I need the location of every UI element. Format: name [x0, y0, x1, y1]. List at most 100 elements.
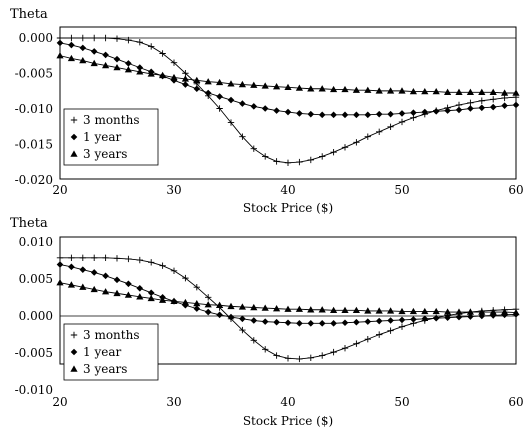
data-point-1-year — [125, 280, 132, 288]
data-point-1-year — [216, 311, 223, 319]
data-point-1-year — [125, 60, 132, 67]
data-point-1-year — [90, 48, 98, 55]
data-point-3-months — [398, 323, 406, 330]
data-point-3-months — [79, 34, 86, 42]
data-point-3-months — [284, 159, 292, 166]
data-point-1-year — [489, 103, 497, 111]
data-point-1-year — [318, 111, 326, 119]
y-tick-label: -0.005 — [15, 67, 53, 81]
data-point-3-years — [250, 303, 258, 311]
data-point-1-year — [136, 64, 144, 71]
data-point-3-years — [181, 75, 189, 82]
data-point-3-months — [182, 274, 189, 282]
data-point-1-year — [113, 55, 121, 63]
data-point-3-years — [284, 83, 292, 91]
series-group — [56, 254, 520, 363]
data-point-3-years — [455, 308, 463, 315]
data-point-3-years — [193, 76, 201, 83]
data-point-3-months — [91, 34, 98, 42]
data-point-3-months — [113, 255, 121, 262]
data-point-3-years — [79, 56, 87, 64]
data-point-1-year — [410, 109, 417, 117]
data-point-3-months — [125, 255, 132, 263]
data-point-3-years — [238, 80, 246, 88]
data-point-3-years — [364, 86, 372, 93]
data-point-3-years — [398, 307, 406, 315]
legend-symbol-1-year — [70, 133, 78, 141]
data-point-1-year — [239, 100, 246, 107]
legend-marker-1-year — [70, 133, 78, 141]
data-point-1-year — [239, 315, 246, 323]
legend-symbol-3-years — [70, 150, 78, 157]
y-tick-label: -0.020 — [15, 173, 53, 187]
data-point-3-months — [148, 43, 155, 50]
data-point-1-year — [467, 313, 474, 320]
legend-symbol-1-year — [70, 348, 78, 356]
data-point-1-year — [147, 289, 155, 297]
data-point-1-year — [204, 308, 212, 316]
data-point-3-months — [353, 139, 360, 146]
data-point-3-months — [398, 118, 406, 126]
data-point-3-years — [56, 279, 64, 286]
data-point-3-years — [90, 285, 98, 293]
data-point-1-year — [489, 312, 497, 319]
x-axis-label: Stock Price ($) — [243, 414, 333, 428]
data-point-1-year — [364, 111, 372, 119]
data-point-3-months — [239, 326, 246, 334]
y-tick-label: 0.005 — [19, 272, 53, 286]
data-point-1-year — [330, 111, 337, 119]
series-group — [56, 34, 520, 166]
data-point-1-year — [330, 320, 337, 327]
data-point-3-months — [284, 355, 292, 362]
data-point-1-year — [387, 317, 394, 324]
data-point-3-months — [250, 145, 257, 152]
data-point-3-years — [79, 283, 87, 290]
data-point-3-years — [204, 301, 212, 308]
data-point-3-years — [387, 307, 395, 314]
data-point-3-months — [170, 59, 178, 66]
data-point-1-year — [455, 313, 463, 321]
y-tick-labels: 0.010 0.005 0.000 -0.005 -0.010 — [15, 235, 53, 397]
data-point-3-months — [353, 340, 360, 347]
data-point-1-year — [307, 320, 315, 327]
data-point-3-months — [159, 50, 166, 57]
data-point-3-years — [352, 306, 360, 314]
data-point-1-year — [353, 318, 360, 326]
x-tick-label: 20 — [52, 395, 67, 409]
data-point-1-year — [512, 101, 520, 109]
data-point-3-years — [136, 68, 144, 75]
data-point-3-months — [56, 254, 64, 261]
plot-frame — [59, 236, 517, 365]
data-point-3-years — [466, 88, 474, 95]
data-point-3-months — [113, 35, 121, 42]
x-tick-label: 60 — [508, 183, 523, 197]
data-point-1-year — [387, 110, 394, 118]
data-point-3-years — [181, 298, 189, 306]
data-point-1-year — [364, 318, 372, 325]
data-point-1-year — [102, 51, 109, 59]
data-point-1-year — [478, 312, 486, 320]
data-point-3-years — [352, 86, 360, 93]
data-point-1-year — [273, 318, 280, 326]
data-point-3-years — [375, 87, 383, 94]
data-point-3-years — [204, 78, 212, 85]
data-point-1-year — [398, 110, 406, 117]
data-point-1-year — [56, 261, 64, 268]
y-tick-label: -0.005 — [15, 346, 53, 360]
y-axis-label: Theta — [10, 7, 48, 22]
legend-box — [63, 323, 159, 381]
data-point-3-months — [387, 327, 394, 334]
data-point-3-months — [227, 119, 235, 126]
data-point-1-year — [261, 105, 269, 112]
data-point-3-years — [432, 87, 440, 95]
data-point-3-years — [421, 307, 429, 315]
data-point-3-months — [341, 344, 349, 352]
data-point-1-year — [136, 284, 144, 292]
data-point-3-years — [216, 301, 224, 308]
data-point-3-years — [113, 289, 121, 297]
data-point-3-years — [501, 308, 509, 315]
data-point-1-year — [421, 108, 429, 116]
x-axis-label: Stock Price ($) — [243, 201, 333, 215]
data-point-3-years — [409, 87, 417, 95]
